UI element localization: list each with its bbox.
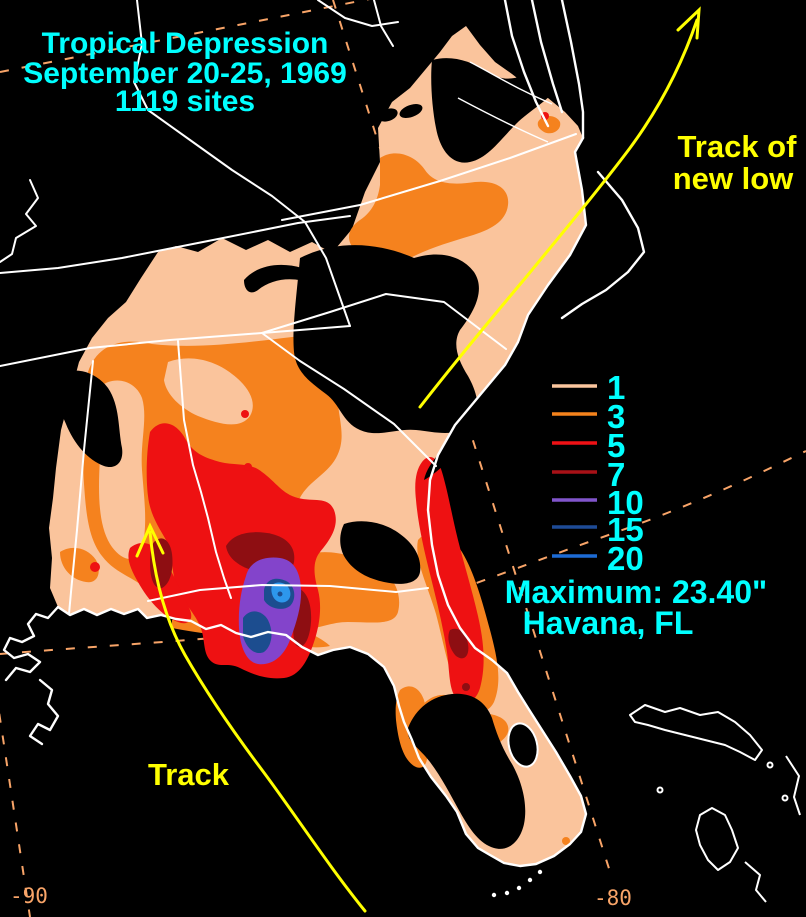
new-low-label-line2: new low bbox=[673, 161, 794, 196]
storm-tracks bbox=[135, 6, 701, 913]
legend-label-1: 1 bbox=[607, 369, 625, 406]
coastline bbox=[2, 0, 646, 868]
legend-label-3: 3 bbox=[607, 398, 625, 435]
legend-label-15: 15 bbox=[607, 511, 644, 548]
bahama-islands bbox=[629, 704, 801, 903]
longitude-label-west: -90 bbox=[10, 884, 48, 908]
meridian-90w bbox=[0, 711, 31, 917]
track-arrowhead-icon bbox=[135, 522, 165, 558]
maximum-value-label: Maximum: 23.40" bbox=[505, 574, 767, 610]
legend-label-10: 10 bbox=[607, 484, 644, 521]
rivers bbox=[457, 61, 553, 143]
rain-contour-7in bbox=[150, 532, 470, 691]
state-borders bbox=[0, 0, 577, 615]
legend-label-20: 20 bbox=[607, 540, 644, 577]
new-low-arrowhead-icon bbox=[676, 6, 701, 40]
title-line1: Tropical Depression bbox=[42, 27, 329, 60]
florida-keys bbox=[491, 869, 543, 898]
track-label: Track bbox=[148, 757, 230, 792]
new-low-track-line bbox=[418, 18, 699, 409]
rainfall-legend: 1 3 5 7 10 15 20 bbox=[552, 369, 644, 577]
map-annotations: Tropical Depression September 20-25, 196… bbox=[10, 27, 797, 910]
longitude-label-east: -80 bbox=[594, 886, 632, 910]
title-line2: September 20-25, 1969 bbox=[23, 57, 347, 90]
legend-label-7: 7 bbox=[607, 456, 625, 493]
outer-banks bbox=[560, 170, 646, 320]
louisiana-delta bbox=[2, 605, 60, 682]
title-line3: 1119 sites bbox=[115, 85, 255, 118]
new-low-label-line1: Track of bbox=[678, 129, 798, 164]
maximum-location-label: Havana, FL bbox=[523, 605, 694, 641]
rain-contour-20in bbox=[271, 582, 291, 603]
track-line bbox=[148, 530, 367, 913]
legend-label-5: 5 bbox=[607, 427, 625, 464]
